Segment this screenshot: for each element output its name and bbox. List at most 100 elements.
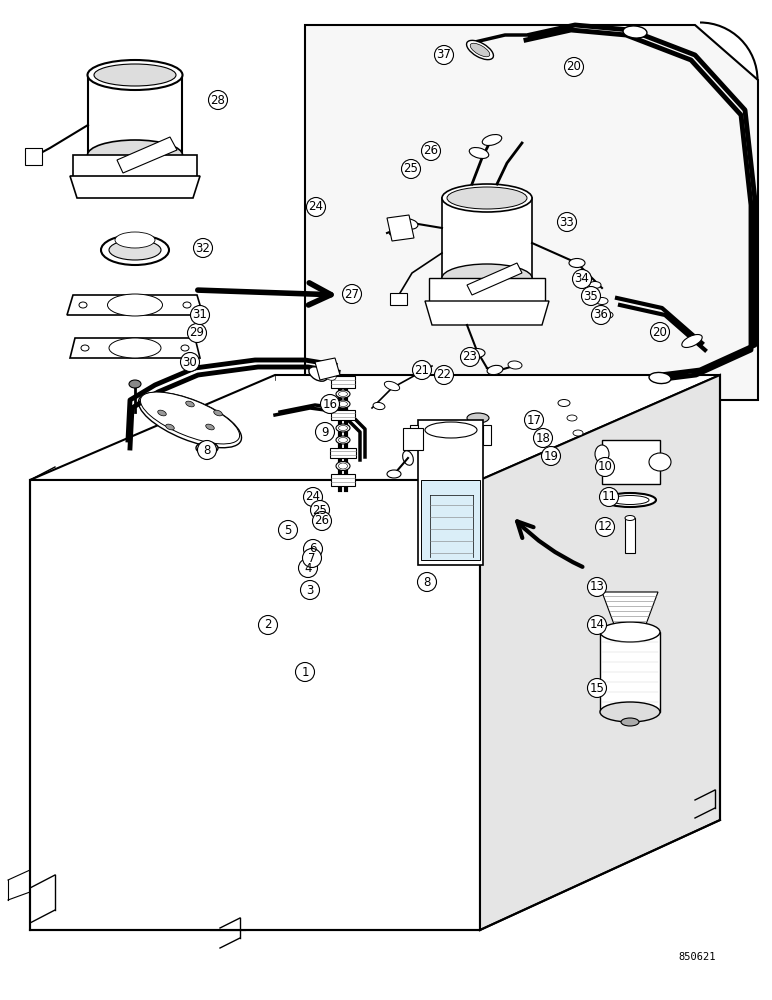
Circle shape bbox=[310, 500, 330, 520]
Ellipse shape bbox=[442, 184, 532, 212]
Polygon shape bbox=[30, 480, 480, 930]
Ellipse shape bbox=[387, 470, 401, 478]
Circle shape bbox=[581, 286, 601, 306]
Ellipse shape bbox=[109, 338, 161, 358]
Ellipse shape bbox=[338, 391, 347, 396]
Polygon shape bbox=[67, 295, 203, 315]
Polygon shape bbox=[117, 137, 177, 173]
Circle shape bbox=[418, 572, 436, 591]
Text: 35: 35 bbox=[584, 290, 598, 302]
Ellipse shape bbox=[94, 64, 176, 86]
Text: 15: 15 bbox=[590, 682, 604, 694]
Ellipse shape bbox=[389, 226, 405, 236]
Text: 27: 27 bbox=[344, 288, 360, 300]
Ellipse shape bbox=[442, 264, 532, 292]
Ellipse shape bbox=[79, 302, 87, 308]
Ellipse shape bbox=[101, 235, 169, 265]
Circle shape bbox=[303, 488, 323, 506]
Circle shape bbox=[587, 615, 607, 635]
Ellipse shape bbox=[214, 410, 222, 416]
Polygon shape bbox=[331, 376, 355, 388]
Circle shape bbox=[299, 558, 317, 578]
Polygon shape bbox=[305, 25, 758, 400]
Polygon shape bbox=[403, 428, 423, 450]
Text: 8: 8 bbox=[423, 576, 431, 588]
Ellipse shape bbox=[611, 495, 649, 504]
Ellipse shape bbox=[469, 349, 485, 358]
Polygon shape bbox=[602, 592, 658, 627]
Text: 23: 23 bbox=[462, 351, 477, 363]
Text: 18: 18 bbox=[536, 432, 550, 444]
Polygon shape bbox=[442, 198, 532, 278]
Ellipse shape bbox=[596, 298, 608, 304]
Text: 16: 16 bbox=[323, 397, 337, 410]
Text: 17: 17 bbox=[527, 414, 541, 426]
Ellipse shape bbox=[338, 401, 347, 406]
Ellipse shape bbox=[567, 415, 577, 421]
Polygon shape bbox=[467, 263, 522, 295]
Ellipse shape bbox=[649, 453, 671, 471]
Ellipse shape bbox=[482, 135, 502, 145]
Polygon shape bbox=[600, 632, 660, 712]
Ellipse shape bbox=[466, 40, 493, 60]
Circle shape bbox=[279, 520, 297, 540]
Text: 26: 26 bbox=[424, 144, 438, 157]
Text: 4: 4 bbox=[304, 562, 312, 574]
Circle shape bbox=[587, 678, 607, 698]
Text: 5: 5 bbox=[284, 524, 292, 536]
Polygon shape bbox=[25, 148, 42, 165]
Polygon shape bbox=[70, 176, 200, 198]
Ellipse shape bbox=[373, 402, 385, 410]
Ellipse shape bbox=[141, 392, 239, 444]
Ellipse shape bbox=[649, 372, 671, 384]
Circle shape bbox=[259, 615, 277, 635]
Ellipse shape bbox=[336, 424, 350, 432]
Ellipse shape bbox=[604, 493, 656, 507]
Ellipse shape bbox=[336, 390, 350, 398]
Ellipse shape bbox=[320, 368, 336, 380]
Ellipse shape bbox=[425, 422, 477, 438]
Circle shape bbox=[316, 422, 334, 442]
Polygon shape bbox=[425, 301, 549, 325]
Text: 6: 6 bbox=[310, 542, 317, 556]
Ellipse shape bbox=[107, 294, 162, 316]
Polygon shape bbox=[410, 425, 418, 445]
Text: 25: 25 bbox=[404, 162, 418, 176]
Circle shape bbox=[300, 580, 320, 599]
Circle shape bbox=[595, 458, 615, 477]
Circle shape bbox=[524, 410, 543, 430]
Text: 13: 13 bbox=[590, 580, 604, 593]
Circle shape bbox=[320, 394, 340, 414]
Circle shape bbox=[564, 57, 584, 77]
Ellipse shape bbox=[196, 442, 218, 454]
Text: 8: 8 bbox=[203, 444, 211, 456]
Text: 7: 7 bbox=[308, 552, 316, 564]
Polygon shape bbox=[88, 75, 182, 155]
Ellipse shape bbox=[487, 365, 503, 375]
Ellipse shape bbox=[600, 702, 660, 722]
Ellipse shape bbox=[338, 463, 347, 469]
Ellipse shape bbox=[682, 335, 703, 347]
Ellipse shape bbox=[625, 516, 635, 520]
Ellipse shape bbox=[338, 438, 347, 442]
Circle shape bbox=[541, 446, 560, 466]
Text: 12: 12 bbox=[598, 520, 612, 534]
Ellipse shape bbox=[181, 345, 189, 351]
Polygon shape bbox=[331, 410, 355, 420]
Text: 24: 24 bbox=[309, 200, 323, 214]
Ellipse shape bbox=[621, 718, 639, 726]
Circle shape bbox=[651, 322, 669, 342]
Text: 26: 26 bbox=[314, 514, 330, 528]
Circle shape bbox=[461, 348, 479, 366]
Ellipse shape bbox=[87, 60, 182, 90]
Circle shape bbox=[194, 238, 212, 257]
Circle shape bbox=[313, 512, 331, 530]
Ellipse shape bbox=[470, 43, 489, 57]
Circle shape bbox=[435, 45, 453, 64]
Text: 29: 29 bbox=[189, 326, 205, 340]
Polygon shape bbox=[418, 420, 483, 565]
Polygon shape bbox=[480, 375, 720, 930]
Ellipse shape bbox=[138, 392, 242, 448]
Circle shape bbox=[422, 141, 441, 160]
Text: 32: 32 bbox=[195, 241, 211, 254]
